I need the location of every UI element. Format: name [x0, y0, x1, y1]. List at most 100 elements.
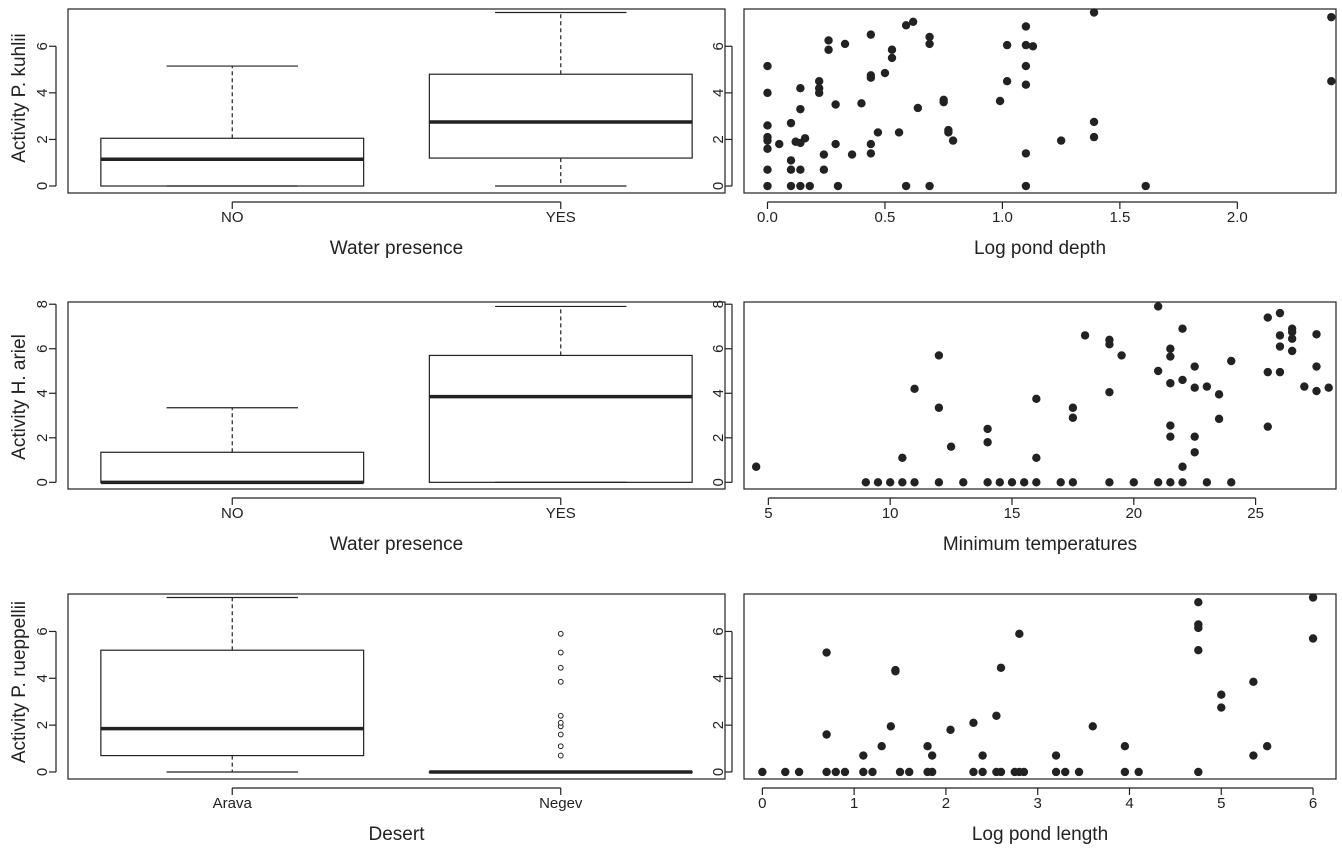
scatter3-data-point	[1217, 690, 1226, 699]
scatter1-xtick-label: 1.0	[992, 209, 1013, 226]
scatter1-data-point	[840, 39, 850, 49]
scatter3-data-point	[840, 767, 850, 777]
scatter1-data-point	[1028, 42, 1038, 51]
scatter2-ytick-label: 4	[710, 389, 727, 397]
scatter3-data-point	[831, 767, 840, 777]
boxplot-ariel-water: 0 2 4 6 8 NO YES Water presence	[34, 300, 726, 555]
scatter2-data-point	[1032, 478, 1041, 487]
scatter3-ytick-label: 4	[710, 674, 727, 682]
scatter3-data-point	[1194, 597, 1203, 607]
scatter3-ytick-label: 6	[710, 627, 727, 635]
scatter1-ytick-label: 2	[710, 135, 727, 143]
scatter1-data-point	[880, 68, 890, 78]
scatter3-xtick-label: 4	[1125, 795, 1133, 812]
scatter2-data-point	[1019, 478, 1029, 487]
scatter3-data-point	[969, 767, 978, 777]
box2-ytick-label: 6	[34, 345, 51, 353]
scatter1-data-point	[1141, 181, 1150, 191]
scatter3-data-point	[1194, 767, 1203, 777]
scatter1-data-point	[796, 181, 805, 191]
scatter3-data-point	[1051, 751, 1061, 760]
scatter3-data-point	[1019, 767, 1029, 777]
scatter3-data-point	[895, 767, 905, 777]
scatter1-data-point	[1327, 12, 1336, 22]
scatter3-data-point	[822, 730, 831, 739]
scatter2-xtick-label: 25	[1247, 505, 1264, 522]
scatter1-data-point	[814, 77, 824, 86]
scatter2-data-point	[898, 478, 907, 487]
scatter1-data-point	[1021, 80, 1031, 89]
scatter2-xtick-label: 20	[1125, 505, 1142, 522]
scatter3-data-point	[923, 742, 932, 751]
scatter1-data-point	[763, 165, 772, 174]
scatter1-data-point	[814, 88, 824, 98]
scatter2-data-point	[1153, 366, 1163, 376]
box3-xtick-label: Arava	[213, 795, 253, 812]
scatter2-data-point	[1287, 346, 1297, 356]
scatter3-data-point	[1120, 767, 1130, 777]
scatter2-data-point	[1166, 432, 1175, 441]
scatter1-data-point	[995, 96, 1005, 106]
scatter3-data-point	[877, 742, 886, 751]
scatter3-data-point	[1308, 634, 1318, 643]
scatter2-data-point	[1166, 421, 1175, 430]
scatter3-xtick-label: 3	[1034, 795, 1042, 812]
scatter-rueppellii-length: 0 2 4 6 0 1 2 3 4 5 6 Log pond length	[710, 593, 1337, 845]
scatter1-data-point	[887, 45, 897, 54]
scatter2-data-point	[873, 478, 883, 487]
scatter1-data-point	[939, 97, 948, 107]
scatter2-data-point	[1227, 478, 1236, 487]
scatter1-data-point	[1002, 77, 1012, 86]
scatter1-data-point	[948, 136, 958, 145]
scatter2-data-point	[1178, 375, 1187, 385]
scatter1-xlabel: Log pond depth	[974, 238, 1106, 259]
scatter1-data-point	[887, 53, 897, 63]
box1-xtick-label: YES	[546, 209, 576, 226]
scatter1-data-point	[908, 17, 918, 27]
box2-ytick-label: 0	[34, 478, 51, 486]
scatter2-data-point	[1214, 414, 1224, 424]
scatter2-data-point	[1166, 379, 1175, 388]
scatter2-data-point	[1068, 478, 1078, 487]
scatter1-data-point	[1089, 132, 1099, 142]
scatter2-data-point	[1105, 340, 1114, 349]
boxplot-rueppellii-desert: 0 2 4 6 Arava Negev Desert	[34, 593, 726, 845]
scatter3-data-point	[1194, 646, 1203, 655]
scatter3-xtick-label: 5	[1217, 795, 1225, 812]
scatter2-data-point	[1178, 462, 1187, 471]
scatter1-data-point	[913, 103, 923, 113]
box1-box	[100, 137, 365, 187]
scatter1-data-point	[824, 36, 833, 45]
scatter3-frame	[743, 593, 1337, 780]
box2-box	[428, 354, 693, 483]
scatter2-data-point	[934, 478, 944, 487]
box3-xlabel: Desert	[369, 824, 426, 845]
box1-ytick-label: 0	[34, 182, 51, 190]
row1-ylabel: Activity P. kuhlii	[9, 33, 30, 163]
scatter2-data-point	[1275, 342, 1285, 351]
scatter2-data-point	[1080, 331, 1090, 340]
scatter1-data-point	[1021, 149, 1031, 158]
box3-outlier-point	[557, 752, 564, 759]
scatter1-data-point	[786, 181, 796, 191]
scatter2-data-point	[1312, 386, 1321, 396]
scatter2-data-point	[1190, 383, 1199, 392]
scatter1-data-point	[763, 136, 772, 145]
scatter1-ytick-label: 0	[710, 182, 727, 190]
scatter2-data-point	[1300, 382, 1309, 391]
scatter2-data-point	[910, 384, 919, 394]
scatter1-data-point	[857, 99, 866, 108]
scatter1-data-point	[763, 121, 772, 130]
scatter3-data-point	[868, 767, 877, 777]
scatter2-xlabel: Minimum temperatures	[943, 534, 1137, 555]
scatter3-data-point	[1088, 722, 1097, 731]
row2-ylabel: Activity H. ariel	[9, 334, 30, 460]
scatter2-data-point	[1056, 478, 1065, 487]
scatter2-xtick-label: 5	[764, 505, 772, 522]
scatter3-xtick-label: 1	[850, 795, 858, 812]
scatter3-xtick-label: 6	[1309, 795, 1317, 812]
scatter1-ytick-label: 4	[710, 89, 727, 97]
scatter1-data-point	[796, 104, 805, 114]
box3-outlier-point	[557, 731, 564, 738]
scatter2-data-point	[959, 478, 968, 487]
